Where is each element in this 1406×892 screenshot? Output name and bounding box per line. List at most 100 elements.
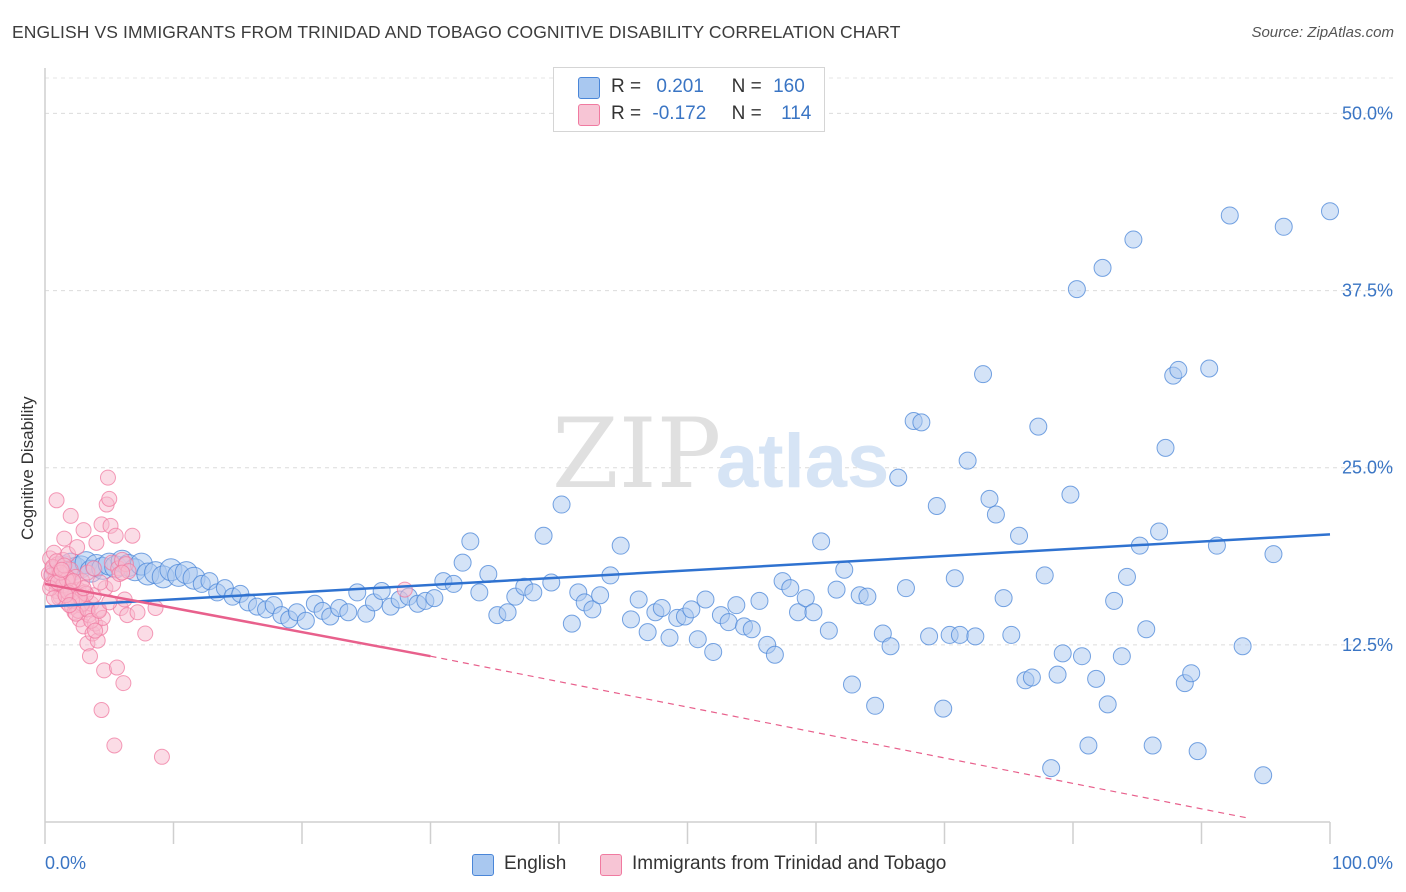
english-point-119 bbox=[958, 451, 977, 470]
english-point-158 bbox=[1233, 637, 1252, 656]
english-point-79 bbox=[660, 628, 679, 647]
english-point-162 bbox=[1321, 202, 1339, 221]
trinidad-point-107 bbox=[53, 561, 70, 578]
english-point-101 bbox=[827, 580, 846, 599]
english-point-137 bbox=[1079, 736, 1098, 755]
english-point-93 bbox=[765, 645, 784, 664]
trinidad-point-71 bbox=[137, 625, 154, 642]
legend-swatch-english bbox=[578, 77, 600, 99]
english-point-121 bbox=[974, 365, 993, 384]
trinidad-point-111 bbox=[65, 573, 82, 590]
english-point-52 bbox=[425, 589, 444, 608]
n-value: 160 bbox=[773, 76, 805, 97]
english-point-46 bbox=[372, 582, 391, 601]
r-label: R = bbox=[611, 103, 642, 124]
english-point-134 bbox=[1061, 485, 1080, 504]
y-tick-label-2: 37.5% bbox=[1342, 281, 1393, 301]
english-point-153 bbox=[1182, 664, 1201, 683]
english-point-82 bbox=[682, 600, 701, 619]
legend-swatch-trinidad bbox=[578, 104, 600, 126]
english-point-139 bbox=[1093, 258, 1112, 277]
english-point-114 bbox=[927, 496, 946, 515]
english-point-118 bbox=[950, 625, 969, 644]
english-point-117 bbox=[945, 569, 964, 588]
english-point-160 bbox=[1264, 545, 1283, 564]
legend-swatch-english-bottom bbox=[472, 854, 494, 876]
legend-label-english: English bbox=[504, 853, 567, 874]
y-tick-label-0: 12.5% bbox=[1342, 635, 1393, 655]
english-trend-line bbox=[44, 533, 1331, 608]
x-tick-label-min: 0.0% bbox=[45, 853, 86, 873]
trinidad-point-66 bbox=[69, 539, 86, 556]
english-point-148 bbox=[1150, 522, 1169, 541]
english-point-112 bbox=[912, 413, 931, 432]
r-label: R = bbox=[611, 76, 642, 97]
trinidad-point-70 bbox=[129, 604, 146, 621]
english-point-84 bbox=[696, 590, 715, 609]
english-point-76 bbox=[638, 623, 657, 642]
english-point-155 bbox=[1200, 359, 1219, 378]
r-value: -0.172 bbox=[652, 103, 707, 124]
trinidad-point-79 bbox=[85, 560, 102, 577]
english-point-83 bbox=[688, 630, 707, 649]
english-point-105 bbox=[858, 587, 877, 606]
trinidad-point-109 bbox=[114, 564, 131, 581]
english-point-143 bbox=[1117, 567, 1136, 586]
english-point-63 bbox=[524, 583, 543, 602]
y-axis-label: Cognitive Disability bbox=[18, 396, 37, 540]
english-point-42 bbox=[339, 603, 358, 622]
series-layer bbox=[40, 202, 1339, 785]
english-point-140 bbox=[1098, 695, 1117, 714]
trinidad-point-32 bbox=[81, 648, 98, 665]
english-point-115 bbox=[934, 699, 953, 718]
watermark-atlas: atlas bbox=[716, 419, 889, 504]
trinidad-point-80 bbox=[92, 574, 109, 591]
english-point-55 bbox=[453, 553, 472, 572]
english-point-123 bbox=[986, 505, 1005, 524]
english-point-113 bbox=[920, 627, 939, 646]
english-point-102 bbox=[835, 560, 854, 579]
english-point-138 bbox=[1087, 669, 1106, 688]
tick-labels: 12.5% 25.0% 37.5% 50.0% 0.0% 100.0% bbox=[45, 103, 1393, 873]
trinidad-point-53 bbox=[108, 659, 125, 676]
english-point-141 bbox=[1105, 591, 1124, 610]
english-point-124 bbox=[994, 589, 1013, 608]
trinidad-trend-extension bbox=[430, 655, 1247, 819]
english-point-109 bbox=[889, 468, 908, 487]
english-point-60 bbox=[498, 603, 517, 622]
english-point-85 bbox=[704, 642, 723, 661]
trinidad-point-68 bbox=[93, 702, 110, 719]
trinidad-point-47 bbox=[101, 490, 118, 507]
english-point-64 bbox=[534, 526, 553, 545]
english-point-71 bbox=[591, 586, 610, 605]
english-point-108 bbox=[881, 637, 900, 656]
trinidad-point-46 bbox=[99, 469, 116, 486]
english-point-142 bbox=[1112, 647, 1131, 666]
gridlines bbox=[45, 77, 1395, 646]
english-point-56 bbox=[461, 532, 480, 551]
english-point-78 bbox=[652, 599, 671, 618]
english-point-58 bbox=[479, 565, 498, 583]
english-point-88 bbox=[727, 596, 746, 615]
axes bbox=[44, 68, 1331, 844]
n-value: 114 bbox=[781, 103, 812, 124]
n-label: N = bbox=[731, 103, 762, 124]
english-point-90 bbox=[742, 620, 761, 639]
english-point-151 bbox=[1169, 360, 1188, 379]
trinidad-point-108 bbox=[396, 581, 413, 598]
english-point-154 bbox=[1188, 742, 1207, 761]
y-tick-label-1: 25.0% bbox=[1342, 458, 1393, 478]
english-point-129 bbox=[1029, 417, 1048, 436]
english-point-149 bbox=[1156, 438, 1175, 457]
trinidad-point-65 bbox=[56, 530, 73, 547]
source-label: Source: ZipAtlas.com bbox=[1251, 24, 1394, 41]
chart-title: ENGLISH VS IMMIGRANTS FROM TRINIDAD AND … bbox=[12, 22, 901, 42]
trinidad-point-51 bbox=[106, 737, 123, 754]
trinidad-point-64 bbox=[62, 507, 79, 524]
english-point-74 bbox=[621, 610, 640, 629]
trinidad-point-37 bbox=[88, 534, 105, 551]
english-point-135 bbox=[1067, 280, 1086, 299]
english-point-157 bbox=[1220, 206, 1239, 225]
trinidad-point-102 bbox=[87, 622, 104, 639]
